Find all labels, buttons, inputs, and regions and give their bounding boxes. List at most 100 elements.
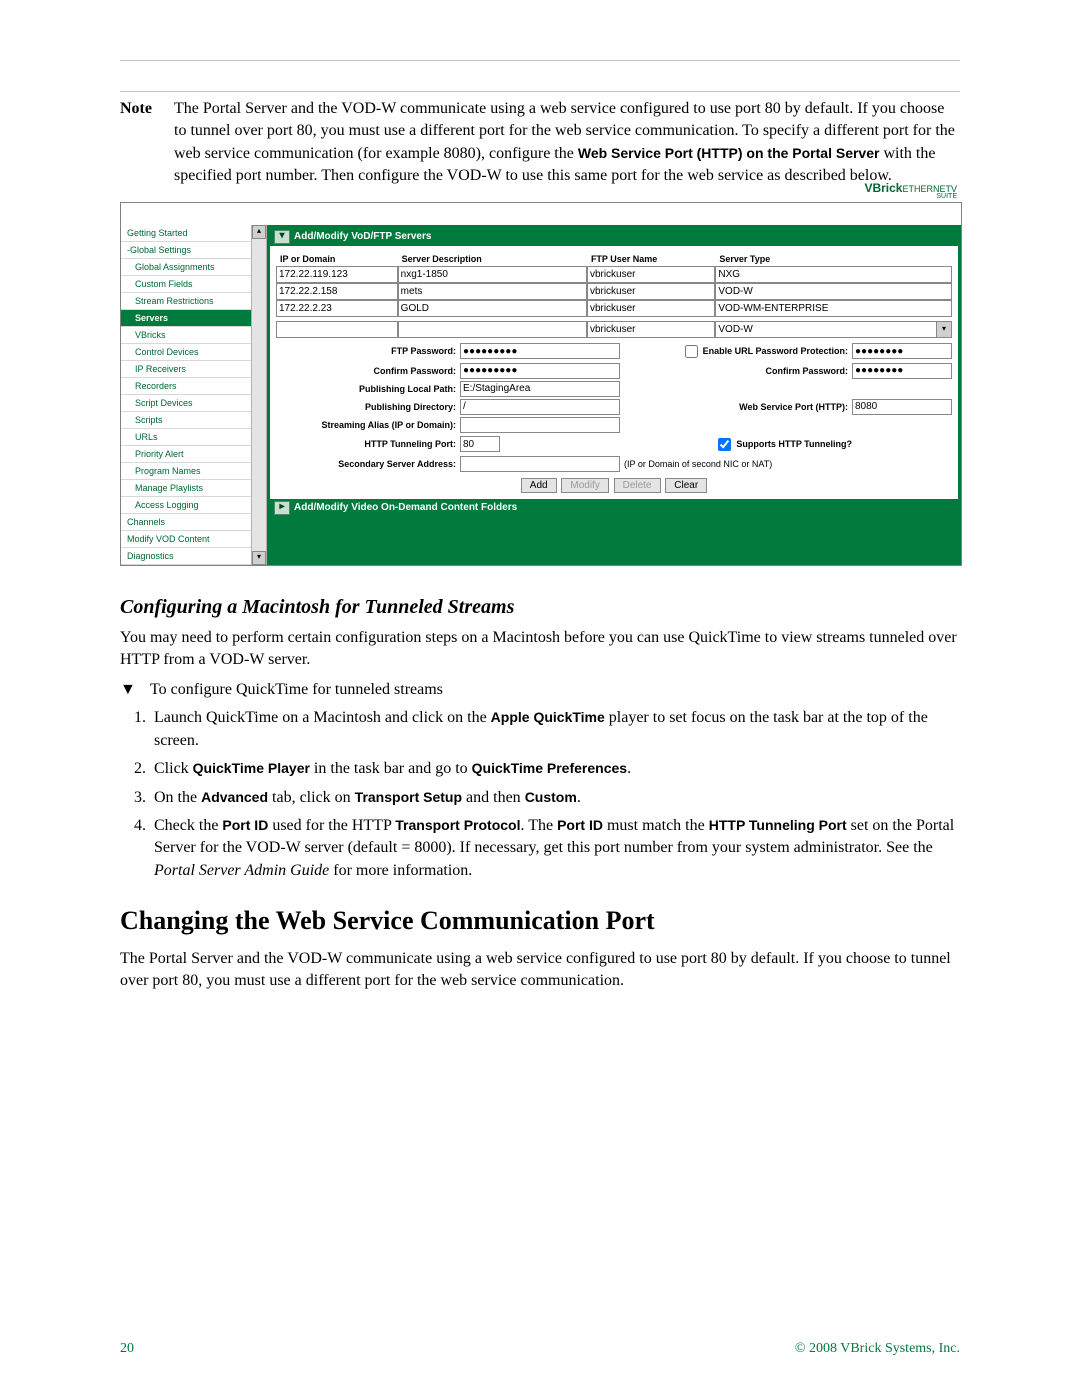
step3-a: On the	[154, 789, 201, 806]
sidebar-item[interactable]: Scripts	[121, 412, 251, 429]
step-4: Check the Port ID used for the HTTP Tran…	[150, 815, 960, 882]
alias-input[interactable]	[460, 417, 620, 433]
sidebar-item[interactable]: Recorders	[121, 378, 251, 395]
url-protection-checkbox[interactable]	[685, 345, 698, 358]
note-block: Note The Portal Server and the VOD-W com…	[120, 98, 960, 188]
secondary-input[interactable]	[460, 456, 620, 472]
modify-button[interactable]: Modify	[561, 478, 608, 493]
sidebar-item[interactable]: Channels	[121, 514, 251, 531]
tunnel-port-input[interactable]	[460, 436, 500, 452]
sidebar-item[interactable]: Program Names	[121, 463, 251, 480]
sidebar-item[interactable]: Control Devices	[121, 344, 251, 361]
step4-j: Portal Server Admin Guide	[154, 862, 329, 879]
pub-local-label: Publishing Local Path:	[276, 384, 460, 394]
ws-body: The Portal Server and the VOD-W communic…	[120, 948, 960, 993]
url-protection-input[interactable]	[852, 343, 952, 359]
sidebar-item[interactable]: IP Receivers	[121, 361, 251, 378]
mac-intro: You may need to perform certain configur…	[120, 627, 960, 672]
delete-button[interactable]: Delete	[614, 478, 661, 493]
sidebar-item[interactable]: Script Devices	[121, 395, 251, 412]
sidebar-item[interactable]: Getting Started	[121, 225, 251, 242]
table-cell-input[interactable]	[276, 266, 398, 283]
scroll-up-icon[interactable]: ▴	[252, 225, 266, 239]
sidebar-item[interactable]: URLs	[121, 429, 251, 446]
page-number: 20	[120, 1341, 134, 1357]
confirm-pw2-label: Confirm Password:	[620, 366, 852, 376]
alias-label: Streaming Alias (IP or Domain):	[276, 420, 460, 430]
table-header: FTP User Name	[587, 252, 715, 266]
table-cell-input[interactable]	[587, 266, 715, 283]
main-area: ▾ Add/Modify VoD/FTP Servers IP or Domai…	[267, 225, 961, 565]
table-cell-input[interactable]	[587, 321, 715, 338]
step2-e: .	[627, 760, 631, 777]
sidebar-item[interactable]: Diagnostics	[121, 548, 251, 565]
table-cell-input[interactable]	[587, 283, 715, 300]
sidebar-item[interactable]: Stream Restrictions	[121, 293, 251, 310]
table-cell-input[interactable]	[276, 321, 398, 338]
clear-button[interactable]: Clear	[665, 478, 707, 493]
step4-h: HTTP Tunneling Port	[709, 817, 847, 833]
step2-c: in the task bar and go to	[310, 760, 472, 777]
expand-icon[interactable]: ▸	[274, 501, 290, 515]
server-type-select[interactable]: VOD-W▾	[715, 321, 952, 338]
sidebar-item[interactable]: Servers	[121, 310, 251, 327]
table-cell-input[interactable]	[715, 283, 952, 300]
pub-local-input[interactable]	[460, 381, 620, 397]
sidebar-item[interactable]: Modify VOD Content	[121, 531, 251, 548]
sidebar-item[interactable]: Priority Alert	[121, 446, 251, 463]
section-header-2[interactable]: ▸ Add/Modify Video On-Demand Content Fol…	[270, 499, 958, 517]
vbrick-logo: VBrickETHERNETV SUITE	[864, 181, 957, 200]
url-protection-label: Enable URL Password Protection:	[703, 346, 848, 356]
chevron-down-icon[interactable]: ▾	[936, 322, 951, 337]
table-header: Server Description	[398, 252, 587, 266]
step4-f: Port ID	[557, 817, 603, 833]
table-cell-input[interactable]	[276, 300, 398, 317]
sidebar-item[interactable]: -Global Settings	[121, 242, 251, 259]
ftp-password-label: FTP Password:	[276, 346, 460, 356]
table-row[interactable]	[276, 283, 952, 300]
sidebar-item[interactable]: Manage Playlists	[121, 480, 251, 497]
table-cell-input[interactable]	[398, 283, 587, 300]
confirm-pw2-input[interactable]	[852, 363, 952, 379]
ws-port-input[interactable]	[852, 399, 952, 415]
ws-heading: Changing the Web Service Communication P…	[120, 906, 960, 936]
sidebar-item[interactable]: Global Assignments	[121, 259, 251, 276]
step4-d: Transport Protocol	[395, 817, 520, 833]
sidebar-scrollbar[interactable]: ▴ ▾	[252, 225, 267, 565]
table-row[interactable]	[276, 266, 952, 283]
note-bold-1: Web Service Port (HTTP) on the Portal Se…	[578, 145, 880, 161]
table-cell-input[interactable]	[398, 321, 587, 338]
table-cell-input[interactable]	[715, 300, 952, 317]
sidebar: Getting Started-Global SettingsGlobal As…	[121, 225, 252, 565]
table-cell-input[interactable]	[715, 266, 952, 283]
table-cell-input[interactable]	[398, 300, 587, 317]
section-header-1[interactable]: ▾ Add/Modify VoD/FTP Servers	[270, 228, 958, 246]
server-table: IP or DomainServer DescriptionFTP User N…	[276, 252, 952, 338]
copyright: © 2008 VBrick Systems, Inc.	[795, 1341, 960, 1357]
table-row[interactable]	[276, 300, 952, 317]
pub-dir-input[interactable]	[460, 399, 620, 415]
sidebar-item[interactable]: VBricks	[121, 327, 251, 344]
table-cell-input[interactable]	[587, 300, 715, 317]
step4-e: . The	[520, 817, 557, 834]
triangle-icon: ▼	[120, 681, 150, 699]
table-row-new[interactable]: VOD-W▾	[276, 321, 952, 338]
step3-f: Custom	[525, 789, 577, 805]
ftp-password-input[interactable]	[460, 343, 620, 359]
table-cell-input[interactable]	[276, 283, 398, 300]
sidebar-item[interactable]: Custom Fields	[121, 276, 251, 293]
button-row: Add Modify Delete Clear	[276, 478, 952, 493]
divider-top	[120, 60, 960, 61]
add-button[interactable]: Add	[521, 478, 557, 493]
table-cell-input[interactable]	[398, 266, 587, 283]
supports-tunneling-label: Supports HTTP Tunneling?	[736, 439, 852, 449]
supports-tunneling-checkbox[interactable]	[718, 438, 731, 451]
note-label: Note	[120, 98, 174, 188]
step3-b: Advanced	[201, 789, 268, 805]
confirm-pw-input[interactable]	[460, 363, 620, 379]
scroll-down-icon[interactable]: ▾	[252, 551, 266, 565]
collapse-icon[interactable]: ▾	[274, 230, 290, 244]
step3-c: tab, click on	[268, 789, 355, 806]
table-header: Server Type	[715, 252, 952, 266]
sidebar-item[interactable]: Access Logging	[121, 497, 251, 514]
